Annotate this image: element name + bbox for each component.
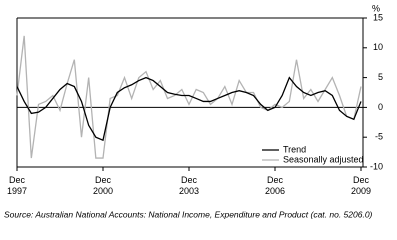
series-line [16, 76, 362, 142]
x-tick-label: Dec 2003 [179, 175, 199, 196]
y-tick-label: 5 [378, 72, 383, 82]
y-tick-label: 10 [373, 42, 383, 52]
x-tick-label: Dec 2000 [93, 175, 113, 196]
x-tick-label: Dec 1997 [7, 175, 27, 196]
x-tick-label: Dec 2006 [265, 175, 285, 196]
y-tick-label: -10 [370, 161, 383, 171]
series-line [16, 35, 362, 159]
legend-label: Trend [283, 144, 306, 154]
source-note: Source: Australian National Accounts: Na… [4, 209, 373, 219]
x-tick-label: Dec 2009 [351, 175, 371, 196]
y-axis-label: % [372, 3, 380, 13]
y-tick-label: 15 [373, 12, 383, 22]
legend-label: Seasonally adjusted [283, 154, 364, 164]
y-tick-label: 0 [378, 102, 383, 112]
chart: % Source: Australian National Accounts: … [4, 3, 383, 219]
y-tick-label: -5 [375, 132, 383, 142]
